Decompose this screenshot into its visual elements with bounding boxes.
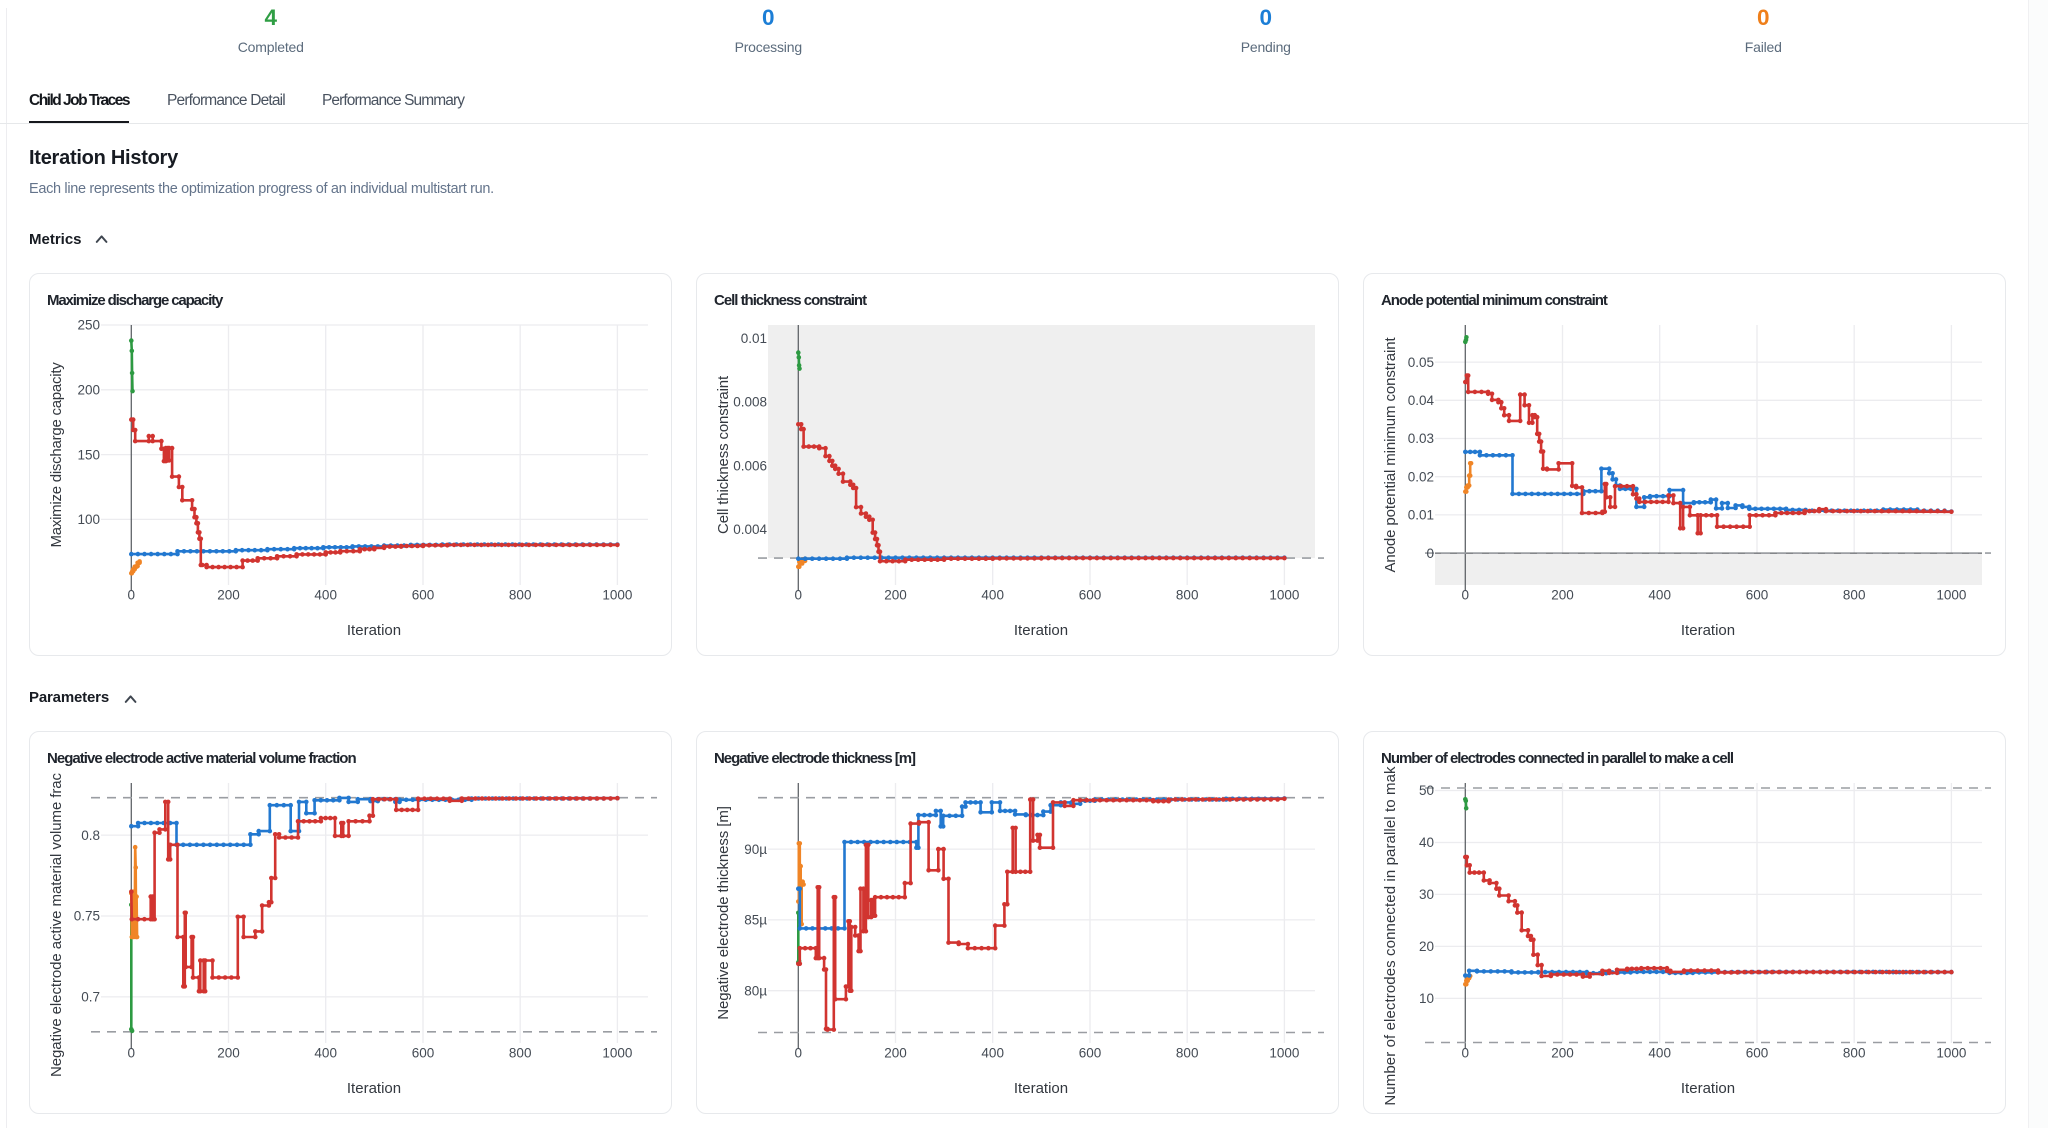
svg-text:400: 400: [1648, 588, 1671, 603]
svg-text:100: 100: [77, 512, 100, 527]
svg-text:200: 200: [884, 588, 907, 603]
svg-text:Maximize discharge capacity: Maximize discharge capacity: [48, 362, 65, 548]
svg-text:600: 600: [1746, 588, 1769, 603]
svg-text:0: 0: [795, 1046, 803, 1061]
svg-text:Negative electrode thickness [: Negative electrode thickness [m]: [715, 806, 732, 1020]
svg-text:600: 600: [412, 1046, 435, 1061]
svg-text:0.7: 0.7: [81, 990, 100, 1005]
svg-text:200: 200: [217, 588, 240, 603]
svg-text:400: 400: [981, 588, 1004, 603]
svg-text:Iteration: Iteration: [1014, 1080, 1068, 1097]
svg-text:200: 200: [884, 1046, 907, 1061]
svg-text:Number of electrodes connected: Number of electrodes connected in parall…: [1382, 766, 1399, 1106]
svg-text:Negative electrode active mate: Negative electrode active material volum…: [47, 750, 356, 767]
svg-text:0: 0: [1426, 546, 1434, 561]
svg-text:30: 30: [1419, 887, 1434, 902]
svg-text:200: 200: [1551, 588, 1574, 603]
svg-text:0.006: 0.006: [733, 458, 767, 473]
svg-text:600: 600: [1079, 1046, 1102, 1061]
svg-text:80µ: 80µ: [744, 983, 767, 998]
svg-text:85µ: 85µ: [744, 913, 767, 928]
svg-text:Cell thickness constraint: Cell thickness constraint: [714, 292, 867, 309]
svg-text:800: 800: [1176, 588, 1199, 603]
svg-text:90µ: 90µ: [744, 842, 767, 857]
svg-text:Anode potential minimum constr: Anode potential minimum constraint: [1382, 337, 1399, 573]
svg-text:800: 800: [1843, 588, 1866, 603]
svg-text:Negative electrode thickness [: Negative electrode thickness [m]: [714, 750, 916, 767]
svg-text:Negative electrode active mate: Negative electrode active material volum…: [48, 772, 65, 1077]
svg-text:0: 0: [795, 588, 803, 603]
svg-text:Iteration: Iteration: [347, 1080, 401, 1097]
svg-text:Iteration: Iteration: [1681, 622, 1735, 639]
svg-text:0.03: 0.03: [1408, 431, 1434, 446]
svg-text:1000: 1000: [602, 1046, 632, 1061]
svg-text:20: 20: [1419, 939, 1434, 954]
svg-text:1000: 1000: [1936, 1046, 1966, 1061]
svg-text:800: 800: [1843, 1046, 1866, 1061]
svg-text:400: 400: [981, 1046, 1004, 1061]
svg-text:600: 600: [1079, 588, 1102, 603]
svg-text:800: 800: [509, 1046, 532, 1061]
svg-text:1000: 1000: [1269, 1046, 1299, 1061]
svg-text:Iteration: Iteration: [1014, 622, 1068, 639]
svg-text:Cell thickness constraint: Cell thickness constraint: [715, 375, 732, 534]
svg-text:0.008: 0.008: [733, 395, 767, 410]
svg-text:Iteration: Iteration: [1681, 1080, 1735, 1097]
svg-text:40: 40: [1419, 835, 1434, 850]
svg-text:Number of electrodes connected: Number of electrodes connected in parall…: [1381, 750, 1734, 767]
svg-text:200: 200: [1551, 1046, 1574, 1061]
svg-text:200: 200: [77, 383, 100, 398]
svg-text:400: 400: [314, 1046, 337, 1061]
svg-text:10: 10: [1419, 991, 1434, 1006]
svg-text:0.04: 0.04: [1408, 393, 1435, 408]
svg-text:800: 800: [1176, 1046, 1199, 1061]
svg-text:150: 150: [77, 447, 100, 462]
svg-text:0: 0: [128, 588, 136, 603]
svg-text:Maximize discharge capacity: Maximize discharge capacity: [47, 292, 224, 309]
svg-text:0: 0: [1462, 1046, 1470, 1061]
svg-text:0.004: 0.004: [733, 522, 767, 537]
svg-text:Iteration: Iteration: [347, 622, 401, 639]
svg-text:800: 800: [509, 588, 532, 603]
svg-text:0.75: 0.75: [74, 909, 100, 924]
svg-text:600: 600: [1746, 1046, 1769, 1061]
svg-text:0.02: 0.02: [1408, 469, 1434, 484]
svg-text:400: 400: [1648, 1046, 1671, 1061]
svg-text:0: 0: [1462, 588, 1470, 603]
svg-text:400: 400: [314, 588, 337, 603]
svg-text:200: 200: [217, 1046, 240, 1061]
svg-text:0.01: 0.01: [1408, 508, 1434, 523]
svg-text:Anode potential minimum constr: Anode potential minimum constraint: [1381, 292, 1608, 309]
svg-text:1000: 1000: [1269, 588, 1299, 603]
svg-text:50: 50: [1419, 783, 1434, 798]
svg-text:0.8: 0.8: [81, 828, 100, 843]
svg-text:600: 600: [412, 588, 435, 603]
svg-text:0.05: 0.05: [1408, 355, 1434, 370]
svg-text:250: 250: [77, 318, 100, 333]
svg-text:0.01: 0.01: [741, 331, 767, 346]
svg-text:1000: 1000: [602, 588, 632, 603]
svg-text:1000: 1000: [1936, 588, 1966, 603]
svg-text:0: 0: [128, 1046, 136, 1061]
